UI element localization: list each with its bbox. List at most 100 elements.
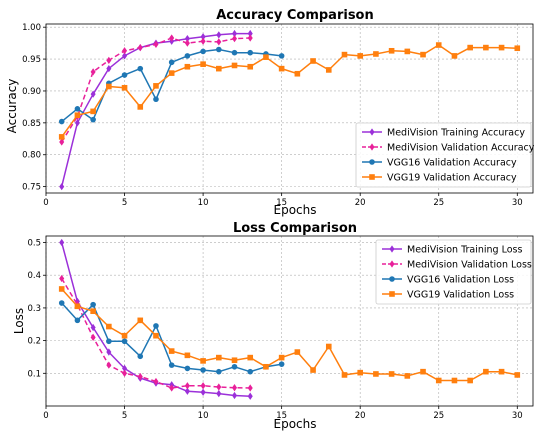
y-tick-label: 0.75 [22,183,41,193]
data-point [216,389,222,398]
data-point [90,333,96,341]
legend-label: VGG19 Validation Loss [407,290,514,301]
x-tick-label: 20 [355,198,366,208]
legend: MediVision Training Accuracy MediVision V… [355,122,535,188]
data-point [200,358,206,364]
legend-marker [369,159,375,165]
legend: MediVision Training Loss MediVision Valid… [375,239,532,305]
legend-item: VGG19 Validation Loss [382,290,514,301]
data-point [122,47,128,55]
data-point [404,373,411,379]
y-tick-label: 0.4 [27,271,41,281]
data-point [451,53,458,59]
data-point [184,63,191,70]
data-point [106,56,112,64]
legend-label: MediVision Training Accuracy [387,128,525,139]
data-point [247,392,253,400]
legend-label: VGG16 Validation Accuracy [387,158,517,169]
data-point [278,354,285,361]
data-point [247,49,254,56]
data-point [200,388,206,396]
legend-marker [389,291,395,297]
data-point [74,112,81,118]
data-point [420,51,426,58]
data-point [435,377,442,384]
data-point [137,43,143,52]
data-point [121,338,128,345]
data-point [184,35,190,43]
legend-label: VGG19 Validation Accuracy [387,173,517,184]
legend-item: VGG16 Validation Accuracy [362,158,517,169]
data-point [247,368,254,375]
data-point [90,308,96,314]
data-point [90,68,96,76]
data-point [153,96,159,103]
data-point [278,65,285,72]
x-tick-label: 10 [198,411,209,421]
data-point [137,317,144,324]
data-point [310,367,316,373]
series-0 [59,29,253,191]
legend-item: MediVision Training Loss [382,245,522,256]
series-line [61,37,251,143]
data-point [388,371,395,377]
data-point [59,138,65,146]
data-point [168,70,175,76]
data-point [168,362,175,368]
data-point [153,40,159,49]
x-tick-label: 5 [122,198,127,208]
data-point [122,52,128,60]
data-point [247,29,253,38]
chart-title: Loss Comparison [233,221,357,236]
data-point [58,286,65,292]
data-point [184,352,191,359]
data-point [168,59,175,66]
data-point [231,391,238,400]
data-point [231,35,238,43]
data-point [231,357,238,364]
plot-frame [45,23,534,194]
series-3 [58,286,521,384]
legend-label: MediVision Validation Accuracy [387,143,535,154]
data-point [231,384,238,392]
data-point [200,367,206,373]
legend-item: MediVision Training Accuracy [362,128,525,139]
loss-chart: Loss Comparison Epochs Loss 0 5 10 15 20 25 30… [12,221,534,431]
legend-marker [389,276,395,282]
data-point [294,349,301,355]
data-point [216,354,222,361]
y-tick-label: 0.1 [27,369,41,379]
data-point [216,31,222,39]
legend-box [355,122,532,188]
data-point [514,45,521,52]
data-point [451,377,458,384]
data-point [106,348,112,356]
data-point [58,118,65,125]
data-point [263,363,269,370]
data-point [357,369,363,376]
legend-label: MediVision Validation Loss [407,260,532,271]
data-point [200,382,206,390]
data-point [373,371,379,377]
legend-item: MediVision Validation Loss [382,260,532,271]
data-point [106,361,112,369]
data-point [498,44,505,51]
data-point [231,62,238,69]
data-point [168,348,175,354]
data-point [247,354,254,361]
data-point [278,53,285,59]
legend-marker [369,143,375,151]
x-tick-label: 15 [276,198,287,208]
data-point [137,372,143,381]
legend-marker [369,128,375,136]
y-tick-label: 0.95 [22,55,41,65]
data-point [467,44,473,51]
legend-marker [369,174,375,180]
y-tick-label: 1.00 [22,23,41,33]
x-tick-label: 30 [512,411,523,421]
x-tick-label: 15 [276,411,287,421]
series-3 [58,42,521,140]
data-point [153,323,159,329]
data-point [247,384,253,392]
